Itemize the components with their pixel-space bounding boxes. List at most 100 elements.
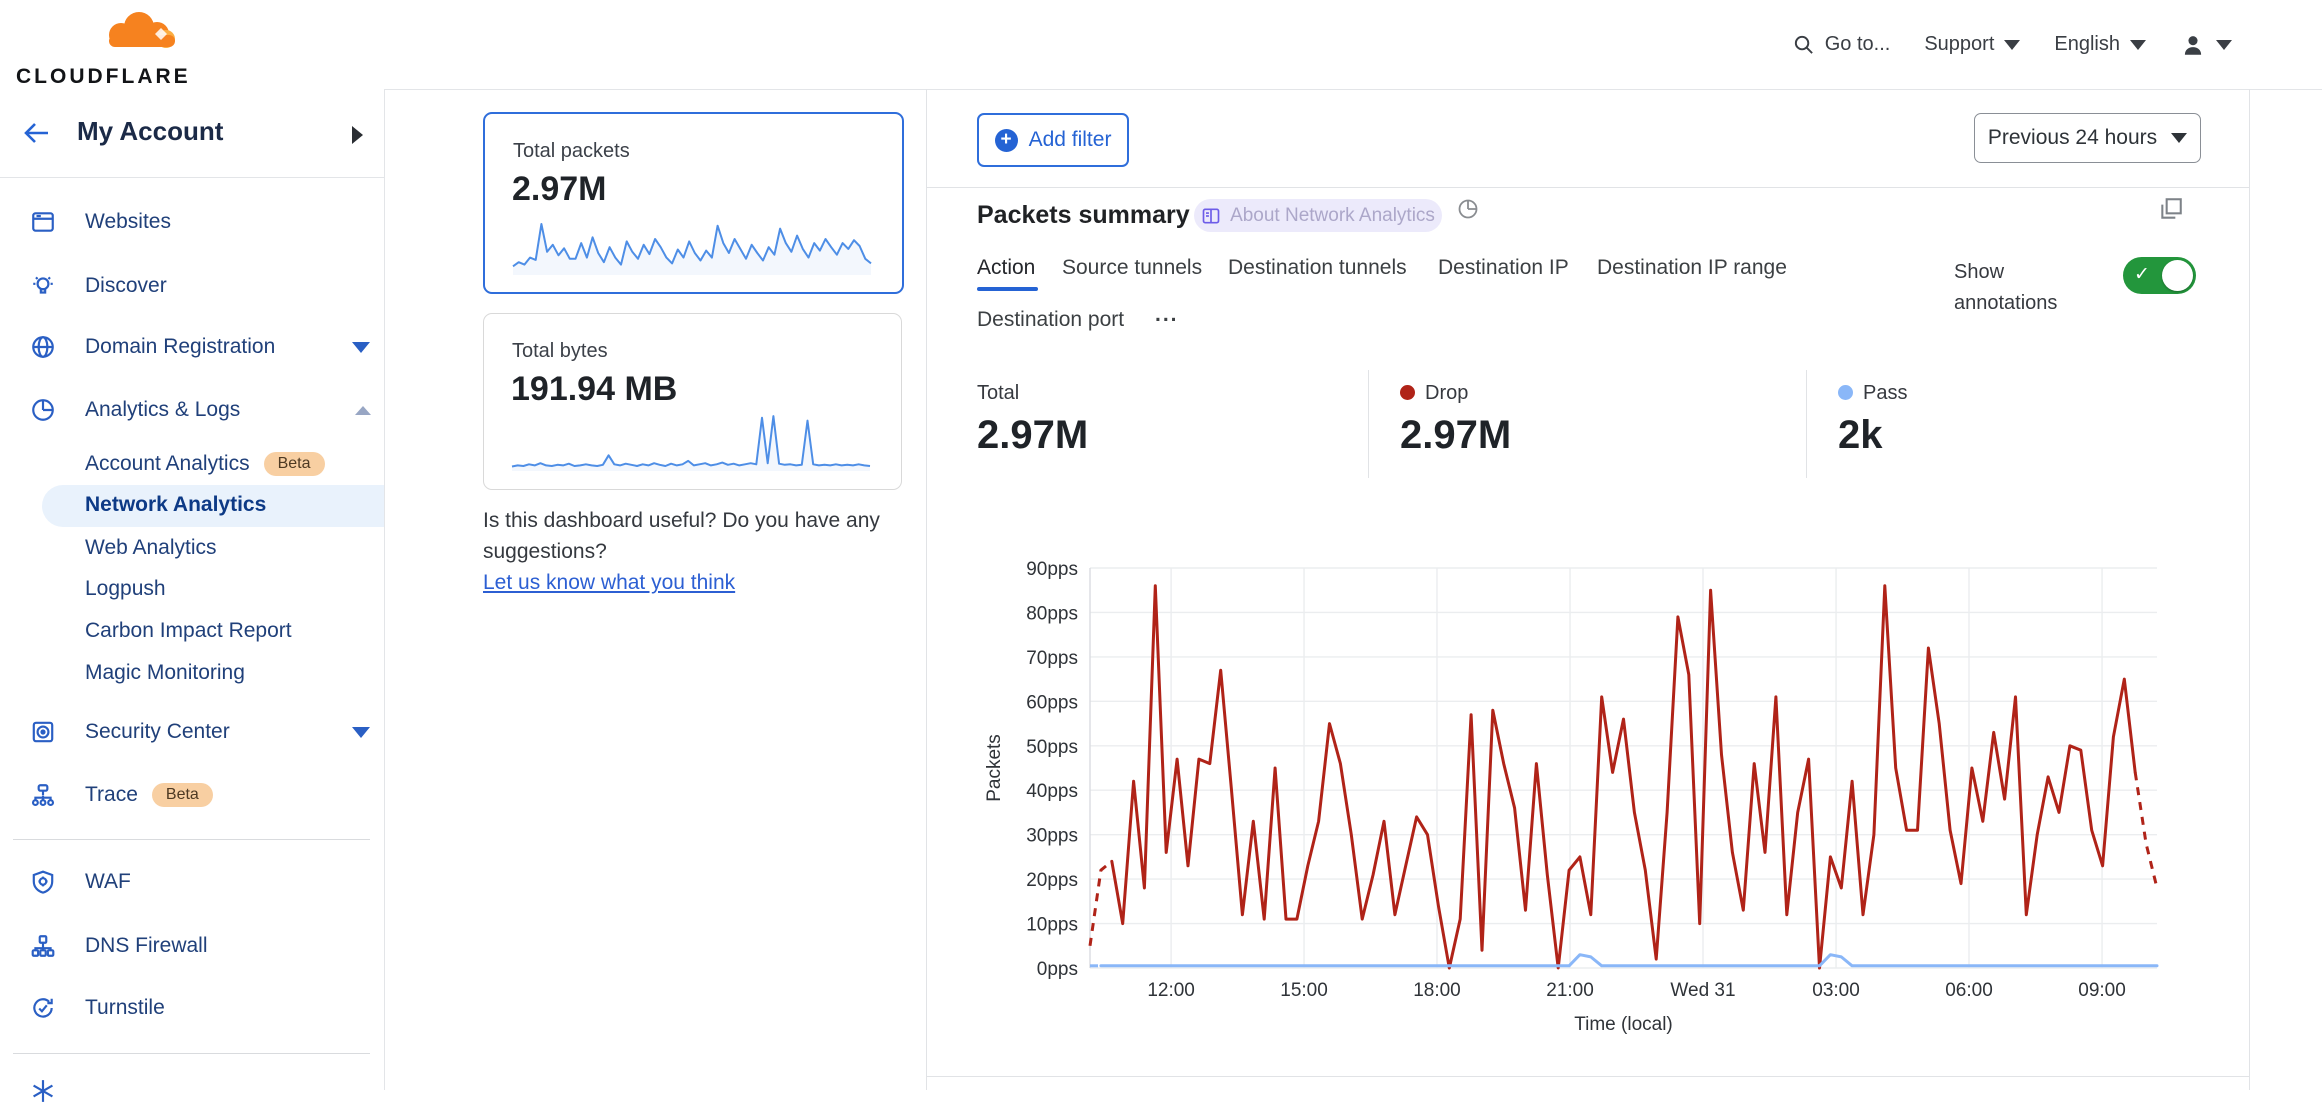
chevron-down-icon	[2171, 133, 2188, 143]
total-packets-card[interactable]: Total packets 2.97M	[483, 112, 904, 294]
check-icon: ✓	[2134, 264, 2150, 285]
time-range-label: Previous 24 hours	[1987, 126, 2158, 149]
sidebar: My Account Websites Discover Domain Regi…	[0, 89, 385, 1102]
cloudflare-wordmark: CLOUDFLARE	[16, 65, 191, 88]
svg-text:15:00: 15:00	[1280, 980, 1328, 1001]
packets-chart[interactable]: 0pps 10pps 20pps 30pps 40pps 50pps 60pps 70pps 8…	[926, 540, 2250, 1040]
user-icon	[2184, 35, 2202, 55]
card-value: 2.97M	[512, 170, 607, 208]
trace-tree-icon	[31, 784, 55, 807]
sidebar-label: Logpush	[85, 577, 166, 600]
shield-gear-icon	[32, 870, 54, 894]
sidebar-item-domain-registration[interactable]: Domain Registration	[0, 325, 384, 369]
search-icon	[1794, 35, 1813, 54]
sidebar-item-analytics-logs[interactable]: Analytics & Logs	[0, 388, 384, 432]
sidebar-label: Websites	[85, 210, 171, 233]
svg-text:20pps: 20pps	[1026, 870, 1078, 891]
totals-divider	[1368, 370, 1369, 478]
svg-text:0pps: 0pps	[1037, 959, 1078, 980]
chevron-up-icon	[355, 406, 371, 415]
drop-stat: Drop 2.97M	[1400, 382, 1511, 458]
refresh-check-icon	[33, 998, 53, 1018]
account-title: My Account	[77, 116, 224, 146]
card-title: Total bytes	[512, 340, 608, 362]
sidebar-item-trace[interactable]: Trace Beta	[0, 773, 384, 817]
tab-destination-ip-range[interactable]: Destination IP range	[1597, 256, 1787, 279]
svg-text:80pps: 80pps	[1026, 603, 1078, 624]
about-network-analytics-badge[interactable]: About Network Analytics	[1194, 199, 1442, 232]
tab-destination-port[interactable]: Destination port	[977, 308, 1125, 331]
goto-label: Go to...	[1824, 33, 1891, 55]
content-divider-left	[926, 89, 927, 1090]
sidebar-divider	[13, 1053, 370, 1054]
svg-text:03:00: 03:00	[1812, 980, 1860, 1001]
book-icon	[1202, 208, 1220, 223]
content-divider-right	[2249, 89, 2250, 1090]
about-badge-label: About Network Analytics	[1230, 204, 1435, 226]
chevron-down-icon	[2004, 39, 2021, 50]
lightbulb-icon	[33, 276, 53, 294]
svg-text:90pps: 90pps	[1026, 559, 1078, 580]
tab-source-tunnels[interactable]: Source tunnels	[1062, 256, 1203, 279]
svg-text:06:00: 06:00	[1945, 980, 1993, 1001]
plus-icon: +	[994, 128, 1018, 152]
sidebar-item-dns-firewall[interactable]: DNS Firewall	[0, 924, 384, 968]
sidebar-label: Web Analytics	[85, 536, 217, 559]
expand-icon[interactable]	[2158, 196, 2184, 222]
sidebar-item-websites[interactable]: Websites	[0, 200, 384, 244]
sidebar-item-turnstile[interactable]: Turnstile	[0, 986, 384, 1030]
svg-text:12:00: 12:00	[1147, 980, 1195, 1001]
packets-summary-title: Packets summary	[977, 201, 1190, 229]
tab-destination-ip[interactable]: Destination IP	[1438, 256, 1569, 279]
stat-value: 2k	[1838, 413, 1883, 457]
tab-more[interactable]: ...	[1155, 303, 1179, 326]
add-filter-button[interactable]: + Add filter	[977, 113, 1129, 167]
sidebar-item-account-analytics[interactable]: Account Analytics Beta	[0, 442, 384, 486]
time-range-dropdown[interactable]: Previous 24 hours	[1974, 113, 2201, 163]
sidebar-item-magic-monitoring[interactable]: Magic Monitoring	[0, 651, 384, 695]
stat-label: Total	[977, 382, 1020, 404]
sidebar-label: Carbon Impact Report	[85, 619, 292, 642]
feedback-block: Is this dashboard useful? Do you have an…	[483, 505, 913, 598]
zero-trust-icon-partial[interactable]	[30, 1078, 56, 1102]
account-menu[interactable]	[2180, 32, 2232, 58]
sidebar-label: Analytics & Logs	[85, 398, 241, 421]
feedback-link[interactable]: Let us know what you think	[483, 571, 736, 594]
chevron-right-icon[interactable]	[352, 126, 363, 144]
language-menu[interactable]: English	[2054, 33, 2146, 56]
sidebar-item-network-analytics-selected[interactable]: Network Analytics	[42, 485, 384, 527]
sidebar-item-security-center[interactable]: Security Center	[0, 710, 384, 754]
svg-text:21:00: 21:00	[1546, 980, 1594, 1001]
goto-search[interactable]: Go to...	[1792, 33, 1891, 56]
svg-text:Wed 31: Wed 31	[1670, 980, 1735, 1001]
chevron-down-icon	[352, 726, 370, 738]
sidebar-label: Turnstile	[85, 996, 165, 1019]
svg-text:70pps: 70pps	[1026, 648, 1078, 669]
tab-action[interactable]: Action	[977, 256, 1036, 279]
pass-stat: Pass 2k	[1838, 382, 1907, 458]
support-menu[interactable]: Support	[1924, 33, 2021, 56]
globe-icon	[32, 336, 54, 358]
back-arrow-icon[interactable]	[23, 120, 51, 146]
sidebar-label: Network Analytics	[85, 493, 267, 516]
sidebar-item-logpush[interactable]: Logpush	[0, 567, 384, 611]
sidebar-item-web-analytics[interactable]: Web Analytics	[0, 526, 384, 570]
toggle-knob	[2162, 260, 2193, 291]
total-bytes-card[interactable]: Total bytes 191.94 MB	[483, 313, 902, 490]
svg-text:40pps: 40pps	[1026, 781, 1078, 802]
show-annotations-toggle[interactable]: ✓	[2123, 257, 2196, 294]
total-packets-sparkline	[512, 223, 872, 275]
sidebar-item-carbon-impact[interactable]: Carbon Impact Report	[0, 609, 384, 653]
card-title: Total packets	[513, 140, 630, 162]
pass-dot	[1838, 385, 1853, 400]
chevron-down-icon	[352, 341, 370, 353]
sidebar-item-waf[interactable]: WAF	[0, 860, 384, 904]
svg-text:Packets: Packets	[984, 734, 1005, 802]
svg-text:10pps: 10pps	[1026, 915, 1078, 936]
tab-destination-tunnels[interactable]: Destination tunnels	[1228, 256, 1407, 279]
pie-chart-icon[interactable]	[1456, 197, 1480, 221]
sidebar-item-discover[interactable]: Discover	[0, 264, 384, 308]
chevron-down-icon	[2216, 39, 2232, 50]
sidebar-label: WAF	[85, 870, 131, 893]
svg-text:18:00: 18:00	[1413, 980, 1461, 1001]
